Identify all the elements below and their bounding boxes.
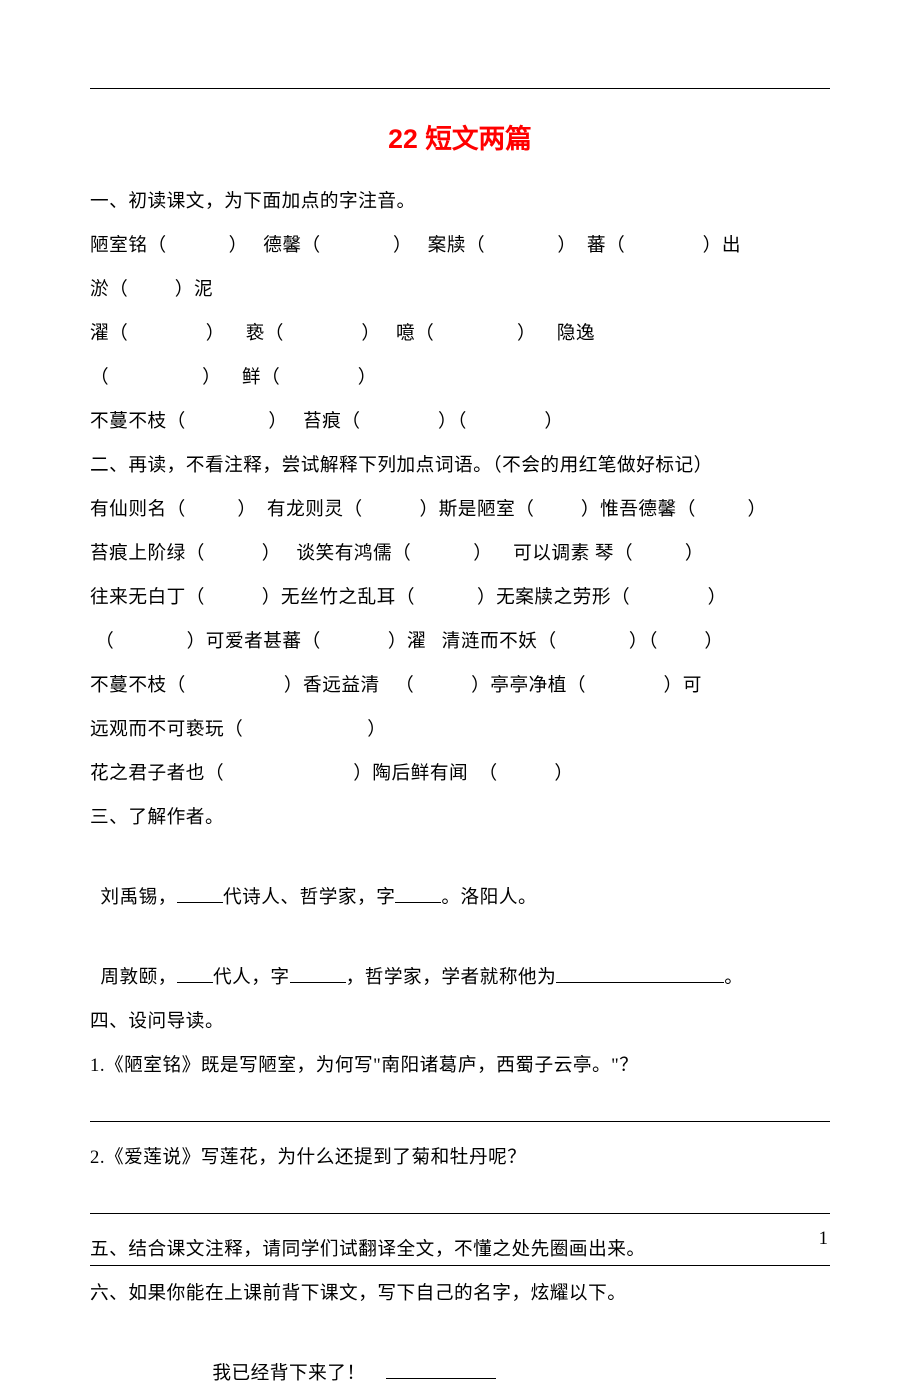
- s6-sign-text: 我已经背下来了！: [212, 1363, 365, 1384]
- s3-l1-b: 代诗人、哲学家，字: [223, 887, 395, 908]
- s1-row-1a: 陋室铭（ ） 德馨（ ） 案牍（ ） 蕃（ ）出: [90, 228, 830, 264]
- blank-underline[interactable]: [395, 884, 441, 903]
- s2-row-4: （ ）可爱者甚蕃（ ）濯 清涟而不妖（ ）（ ）: [90, 624, 830, 660]
- s3-l2-a: 周敦颐，: [100, 967, 177, 988]
- footer: [90, 1265, 830, 1266]
- section-1-heading: 一、初读课文，为下面加点的字注音。: [90, 184, 830, 220]
- bottom-rule: [90, 1265, 830, 1266]
- blank-underline[interactable]: [177, 884, 223, 903]
- signature-line[interactable]: [386, 1360, 496, 1379]
- s3-line-1: 刘禹锡， 代诗人、哲学家，字 。洛阳人。: [90, 844, 830, 916]
- s2-row-7: 花之君子者也（ ）陶后鲜有闻 （ ）: [90, 756, 830, 792]
- section-5-heading: 五、结合课文注释，请同学们试翻译全文，不懂之处先圈画出来。: [90, 1232, 830, 1268]
- s3-l2-b: 代人，字: [213, 967, 290, 988]
- s3-l1-c: 。洛阳人。: [441, 887, 537, 908]
- s2-row-2: 苔痕上阶绿（ ） 谈笑有鸿儒（ ） 可以调素 琴（ ）: [90, 536, 830, 572]
- s3-l2-c: ，哲学家，学者就称他为: [346, 967, 557, 988]
- blank-underline[interactable]: [556, 964, 724, 983]
- s2-row-3: 往来无白丁（ ）无丝竹之乱耳（ ）无案牍之劳形（ ）: [90, 580, 830, 616]
- section-3-heading: 三、了解作者。: [90, 800, 830, 836]
- blank-underline[interactable]: [177, 964, 213, 983]
- s6-sign: 我已经背下来了！: [90, 1320, 830, 1392]
- s2-row-1: 有仙则名（ ） 有龙则灵（ ）斯是陋室（ ）惟吾德馨（ ）: [90, 492, 830, 528]
- section-4-heading: 四、设问导读。: [90, 1004, 830, 1040]
- top-rule: [90, 88, 830, 89]
- s3-l2-d: 。: [724, 967, 743, 988]
- s2-row-6: 远观而不可亵玩（ ）: [90, 712, 830, 748]
- s2-row-5: 不蔓不枝（ ）香远益清 （ ）亭亭净植（ ）可: [90, 668, 830, 704]
- section-6-heading: 六、如果你能在上课前背下课文，写下自己的名字，炫耀以下。: [90, 1276, 830, 1312]
- s1-row-1b: 淤（ ）泥: [90, 272, 830, 308]
- s3-line-2: 周敦颐， 代人，字 ，哲学家，学者就称他为 。: [90, 924, 830, 996]
- s3-l1-a: 刘禹锡，: [100, 887, 177, 908]
- doc-title: 22 短文两篇: [90, 117, 830, 156]
- answer-line[interactable]: [90, 1100, 830, 1122]
- page-number: 1: [819, 1228, 828, 1250]
- s1-row-2b: （ ） 鲜（ ）: [90, 360, 830, 396]
- section-2-heading: 二、再读，不看注释，尝试解释下列加点词语。（不会的用红笔做好标记）: [90, 448, 830, 484]
- s1-row-3: 不蔓不枝（ ） 苔痕（ ）（ ）: [90, 404, 830, 440]
- s4-q2: 2.《爱莲说》写莲花，为什么还提到了菊和牡丹呢？: [90, 1140, 830, 1176]
- s1-row-2a: 濯（ ） 亵（ ） 噫（ ） 隐逸: [90, 316, 830, 352]
- s4-q1: 1.《陋室铭》既是写陋室，为何写"南阳诸葛庐，西蜀子云亭。"？: [90, 1048, 830, 1084]
- answer-line[interactable]: [90, 1192, 830, 1214]
- blank-underline[interactable]: [290, 964, 346, 983]
